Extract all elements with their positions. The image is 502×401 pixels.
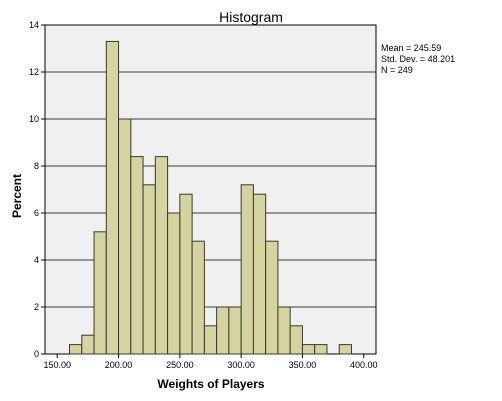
y-tick-label: 12 xyxy=(29,67,39,77)
histogram-bar xyxy=(289,325,303,355)
chart-title: Histogram xyxy=(219,9,283,25)
y-axis-label: Percent xyxy=(10,174,24,218)
histogram-bar xyxy=(118,118,132,355)
y-tick-label: 6 xyxy=(34,208,39,218)
histogram-bar xyxy=(228,306,242,355)
histogram-bar xyxy=(105,40,120,355)
y-tick-label: 10 xyxy=(29,114,39,124)
histogram-bar xyxy=(142,184,156,355)
y-tick-label: 0 xyxy=(34,349,39,359)
x-tick-label: 150.00 xyxy=(43,360,71,370)
histogram-bar xyxy=(277,306,291,355)
histogram-bar xyxy=(154,156,169,355)
x-tick-label: 300.00 xyxy=(227,360,255,370)
y-tick-label: 4 xyxy=(34,255,39,265)
histogram-bar xyxy=(216,306,230,355)
stat-mean: Mean = 245.59 xyxy=(381,43,441,53)
x-tick-label: 400.00 xyxy=(350,360,378,370)
y-axis-ticks: 0 2 4 6 8 10 12 14 xyxy=(29,20,45,359)
histogram-bar xyxy=(301,344,316,355)
histogram-bar xyxy=(191,240,205,355)
histogram-bar xyxy=(93,231,107,355)
histogram-bar xyxy=(252,193,267,355)
histogram-bar xyxy=(314,344,328,355)
x-tick-label: 200.00 xyxy=(105,360,133,370)
histogram-bar xyxy=(130,156,144,355)
histogram-bar xyxy=(265,240,279,355)
histogram-bar xyxy=(338,344,352,355)
x-axis-ticks: 150.00 200.00 250.00 300.00 350.00 400.00 xyxy=(43,354,378,370)
histogram-bar xyxy=(69,344,83,355)
histogram-bar xyxy=(167,212,181,355)
x-axis-label: Weights of Players xyxy=(157,377,264,391)
histogram-bar xyxy=(203,325,218,355)
x-tick-label: 350.00 xyxy=(289,360,317,370)
histogram-bars xyxy=(69,40,352,355)
histogram-bar xyxy=(240,184,254,355)
stat-n: N = 249 xyxy=(381,65,413,75)
y-tick-label: 14 xyxy=(29,20,39,30)
histogram-bar xyxy=(179,193,193,355)
x-tick-label: 250.00 xyxy=(166,360,194,370)
y-tick-label: 8 xyxy=(34,161,39,171)
stat-std-dev: Std. Dev. = 48.201 xyxy=(381,54,455,64)
y-tick-label: 2 xyxy=(34,302,39,312)
histogram-bar xyxy=(81,334,95,355)
